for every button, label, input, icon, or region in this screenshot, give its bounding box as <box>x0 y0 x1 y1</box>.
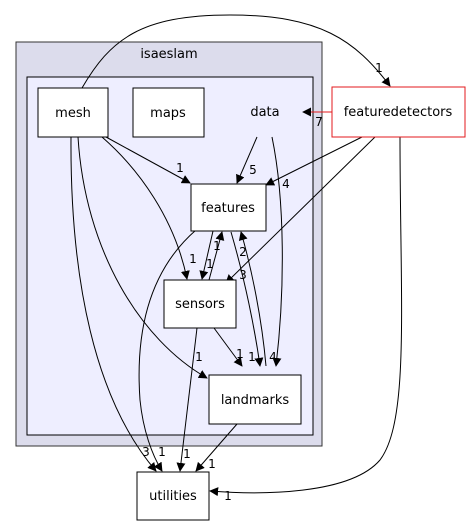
node-utilities-label: utilities <box>149 489 197 504</box>
edge-featuredetectors-utilities[interactable] <box>209 136 403 497</box>
edge-mesh-features[interactable] <box>105 136 191 184</box>
edge-featuredetectors-features[interactable] <box>265 136 363 186</box>
cluster-isaeslam-label: isaeslam <box>140 47 197 62</box>
edge-label-mesh-featuredetectors: 1 <box>375 61 383 75</box>
node-data[interactable]: data <box>250 105 279 120</box>
edge-label-sensors-landmarks: 1 <box>236 347 244 361</box>
edge-label-mesh-landmarks: 1 <box>195 350 203 364</box>
node-maps[interactable]: maps <box>132 87 205 138</box>
node-featuredetectors[interactable]: featuredetectors <box>331 86 466 138</box>
node-utilities[interactable]: utilities <box>136 471 210 521</box>
edge-landmarks-features[interactable] <box>238 231 267 367</box>
edge-data-landmarks[interactable] <box>271 136 283 367</box>
node-mesh-label: mesh <box>55 106 91 121</box>
edge-features-utilities[interactable] <box>138 229 197 472</box>
edge-mesh-utilities[interactable] <box>70 136 157 472</box>
edge-label-sensors-features: 1 <box>213 239 221 253</box>
node-sensors-label: sensors <box>175 297 225 312</box>
edge-label-features-sensors: 1 <box>206 257 214 271</box>
edge-data-features[interactable] <box>236 136 258 184</box>
edge-features-sensors[interactable] <box>199 230 214 280</box>
edge-sensors-landmarks[interactable] <box>213 327 243 367</box>
node-maps-label: maps <box>150 106 186 121</box>
node-features-label: features <box>201 201 255 216</box>
node-mesh[interactable]: mesh <box>37 87 109 138</box>
edge-label-features-landmarks: 2 <box>239 245 247 259</box>
edge-label-landmarks-utilities: 1 <box>208 457 216 471</box>
node-features[interactable]: features <box>190 183 267 232</box>
edge-features-landmarks[interactable] <box>230 231 264 367</box>
edge-sensors-features[interactable] <box>208 231 225 281</box>
edge-label-sensors-utilities: 1 <box>183 447 191 461</box>
node-featuredetectors-label: featuredetectors <box>344 105 453 120</box>
edge-landmarks-utilities[interactable] <box>195 423 238 472</box>
edge-label-data-features: 5 <box>249 163 257 177</box>
edge-label-features-utilities: 1 <box>158 445 166 459</box>
edge-label-mesh-sensors: 1 <box>189 252 197 266</box>
edge-label-featuredetectors-data: 7 <box>315 115 323 129</box>
edge-label-mesh-utilities: 3 <box>142 445 150 459</box>
edge-label-featuredetectors-utilities: 1 <box>224 489 232 503</box>
edge-label-featuredetectors-features: 4 <box>282 177 290 191</box>
edge-mesh-sensors[interactable] <box>101 136 190 280</box>
node-landmarks[interactable]: landmarks <box>208 374 302 425</box>
edge-label-data-landmarks: 4 <box>269 350 277 364</box>
edge-sensors-utilities[interactable] <box>176 327 198 472</box>
edge-mesh-landmarks[interactable] <box>77 136 208 379</box>
edge-label-landmarks-features: 1 <box>248 350 256 364</box>
node-sensors[interactable]: sensors <box>163 279 237 329</box>
edge-label-mesh-features: 1 <box>176 161 184 175</box>
edge-mesh-featuredetectors[interactable] <box>81 14 391 89</box>
node-data-label: data <box>250 105 279 120</box>
node-landmarks-label: landmarks <box>221 393 290 408</box>
edge-featuredetectors-sensors[interactable] <box>225 136 376 284</box>
